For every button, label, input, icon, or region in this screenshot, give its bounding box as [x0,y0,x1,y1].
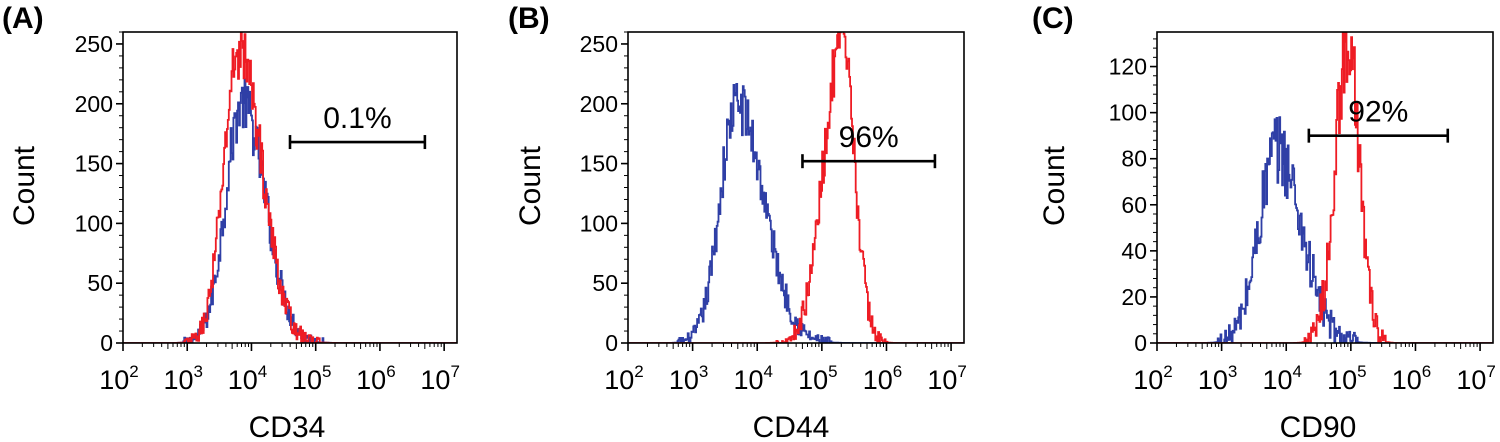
plot-frame-b [627,31,965,344]
panel-b: (B) 0 50 100 150 200 250 102 103 104 105 106 107 96%… [508,2,967,442]
y-tick-label-a-200: 200 [75,91,113,117]
x-tick-label-a-2: 104 [228,362,268,395]
y-tick-label-c-80: 80 [1121,146,1147,172]
x-tick-label-b-4: 106 [863,362,903,395]
x-tick-label-c-0: 102 [1133,362,1173,395]
x-tick-label-a-4: 106 [356,362,396,395]
x-tick-label-b-2: 104 [733,362,773,395]
panel-label-a: (A) [2,2,44,35]
y-tick-label-a-0: 0 [100,330,113,356]
histogram-cd90-c [1157,32,1493,343]
x-tick-label-c-3: 105 [1327,362,1367,395]
y-tick-label-c-100: 100 [1109,100,1147,126]
y-tick-label-a-150: 150 [75,151,113,177]
y-tick-label-b-0: 0 [605,330,618,356]
y-tick-label-b-200: 200 [580,91,618,117]
gate-label-a: 0.1% [323,102,391,135]
y-tick-label-c-0: 0 [1134,330,1147,356]
y-tick-label-b-100: 100 [580,210,618,236]
x-axis-title-b: CD44 [753,411,830,442]
y-tick-label-b-150: 150 [580,151,618,177]
y-tick-label-c-60: 60 [1121,192,1147,218]
histogram-cd44-b [628,32,964,343]
y-axis-title-a: Count [8,145,41,226]
panel-a: (A) 0 50 100 150 200 250 102 103 104 105 106 107 0.1… [2,2,460,442]
x-axis-title-a: CD34 [249,411,326,442]
y-tick-label-a-250: 250 [75,31,113,57]
y-tick-label-c-40: 40 [1121,238,1147,264]
panel-c: (C) 0 20 40 60 80 100 120 102 103 104 105 106 107 92%… [1032,2,1496,442]
histogram-plot-b: 0 50 100 150 200 250 102 103 104 105 106 107 96% [580,31,967,395]
x-tick-label-a-0: 102 [99,362,139,395]
y-tick-label-c-20: 20 [1121,284,1147,310]
histogram-cd34-a [123,32,457,343]
x-tick-label-c-4: 106 [1392,362,1432,395]
histogram-plot-a: 0 50 100 150 200 250 102 103 104 105 106 107 0.1% [75,31,460,395]
x-tick-label-b-5: 107 [927,362,967,395]
y-tick-label-b-250: 250 [580,31,618,57]
histogram-control-b [628,83,964,343]
y-axis-title-b: Count [514,145,547,226]
x-tick-label-c-2: 104 [1262,362,1302,395]
x-axis-title-c: CD90 [1280,411,1357,442]
x-tick-label-b-0: 102 [604,362,644,395]
x-tick-label-b-1: 103 [669,362,709,395]
gate-label-b: 96% [839,121,899,154]
gate-label-c: 92% [1348,96,1408,129]
y-tick-label-c-120: 120 [1109,54,1147,80]
x-tick-label-b-3: 105 [798,362,838,395]
x-tick-label-a-1: 103 [163,362,203,395]
y-tick-label-a-100: 100 [75,210,113,236]
y-tick-label-a-50: 50 [87,270,113,296]
histogram-plot-c: 0 20 40 60 80 100 120 102 103 104 105 106 107 92% [1109,31,1496,395]
plot-frame-a [122,31,458,344]
x-tick-label-c-5: 107 [1456,362,1496,395]
y-axis-title-c: Count [1038,145,1071,226]
y-tick-label-b-50: 50 [592,270,618,296]
x-tick-label-c-1: 103 [1198,362,1238,395]
panel-label-b: (B) [508,2,550,35]
panel-label-c: (C) [1032,2,1074,35]
x-tick-label-a-5: 107 [420,362,460,395]
histogram-control-c [1157,116,1493,343]
x-tick-label-a-3: 105 [292,362,332,395]
